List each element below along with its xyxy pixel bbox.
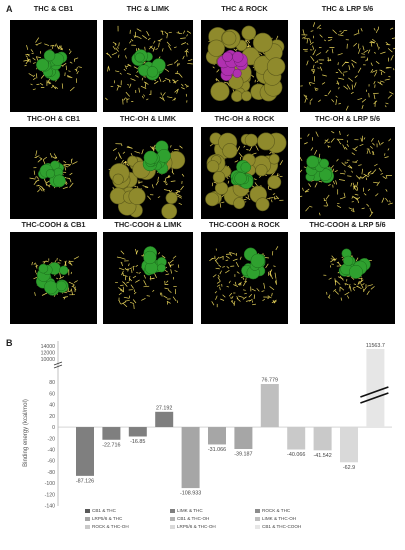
thumbnail-title: THC-OH & CB1: [27, 114, 80, 123]
y-tick-label: -120: [45, 492, 55, 498]
y-tick-label: -80: [48, 470, 56, 476]
docking-image: [103, 20, 193, 112]
data-label: -108.933: [180, 491, 201, 497]
thumbnail-title: THC-COOH & CB1: [21, 220, 86, 229]
legend-swatch: [85, 516, 90, 521]
legend-item: CB1 & THC-COOH: [255, 524, 301, 529]
legend-item: LRP5/6 & THC: [85, 516, 122, 521]
data-label: -22.716: [102, 442, 120, 448]
docking-image: [10, 127, 97, 219]
y-tick-label: -40: [48, 447, 56, 453]
docking-image: [103, 127, 193, 219]
legend-swatch: [170, 516, 175, 521]
thumbnail-title: THC-COOH & LRP 5/6: [309, 220, 386, 229]
y-tick-label: 20: [49, 414, 55, 420]
y-tick-label: 12000: [41, 351, 56, 357]
legend-label: CB1 & THC: [92, 508, 116, 513]
legend-label: CB1 & THC-OH: [177, 516, 210, 521]
bar: [76, 427, 94, 476]
data-label: -41.542: [313, 453, 331, 459]
thumbnail-title: THC & LIMK: [126, 4, 170, 13]
bar: [260, 384, 279, 428]
docking-image: [300, 127, 395, 219]
legend-label: CB1 & THC-COOH: [262, 524, 302, 529]
data-label: -62.9: [343, 465, 355, 471]
y-tick-label: 60: [49, 391, 55, 397]
legend-item: LIMK & THC-OH: [255, 516, 296, 521]
legend-label: LIMK & THC-OH: [262, 516, 297, 521]
thumbnail-title: THC & LRP 5/6: [321, 4, 374, 13]
bar: [208, 427, 226, 445]
bar-break-mark: [360, 392, 389, 404]
bar: [155, 411, 174, 428]
bar: [234, 427, 253, 450]
y-tick-label: 14000: [41, 344, 56, 350]
data-label: -87.126: [76, 478, 94, 484]
bar: [102, 427, 121, 440]
legend-item: CB1 & THC: [85, 508, 116, 513]
y-tick-label: -100: [45, 481, 55, 487]
legend-item: LRP5/6 & THC-OH: [170, 524, 216, 529]
legend-item: ROCK & THC: [255, 508, 290, 513]
legend-swatch: [85, 524, 90, 529]
thumbnail-title: THC-OH & ROCK: [214, 114, 275, 123]
data-label: 27.192: [156, 405, 173, 411]
docking-image: [10, 232, 97, 324]
data-label: 11563.7: [366, 343, 385, 349]
data-label: -39.187: [234, 452, 252, 458]
legend-item: ROCK & THC-OH: [85, 524, 129, 529]
y-tick-label: 40: [49, 403, 55, 409]
legend-item: CB1 & THC-OH: [170, 516, 209, 521]
docking-image: [300, 232, 395, 324]
legend-label: LRP5/6 & THC-OH: [177, 524, 216, 529]
thumbnail-title: THC & CB1: [33, 4, 74, 13]
legend-swatch: [85, 508, 90, 513]
bar: [181, 427, 200, 489]
y-tick-label: -60: [48, 459, 56, 465]
y-tick-label: 80: [49, 380, 55, 386]
thumbnail-title: THC-COOH & ROCK: [208, 220, 281, 229]
binding-energy-chart: Binding energy (kcal/mol) 140001200010000…: [23, 341, 392, 510]
data-label: 76.779: [262, 378, 279, 384]
bar: [366, 349, 385, 428]
panel-b-label: B: [6, 338, 13, 348]
bar: [340, 427, 358, 463]
bar: [128, 427, 147, 437]
thumbnail-title: THC-COOH & LIMK: [114, 220, 182, 229]
legend-label: ROCK & THC: [262, 508, 291, 513]
axis-break-mark: [53, 361, 63, 366]
docking-image: [300, 20, 395, 112]
docking-image: [201, 20, 288, 112]
data-label: -40.066: [287, 452, 305, 458]
legend-label: ROCK & THC-OH: [92, 524, 129, 529]
legend-item: LIMK & THC: [170, 508, 203, 513]
legend-swatch: [170, 524, 175, 529]
legend-label: LIMK & THC: [177, 508, 203, 513]
data-label: -31.066: [208, 447, 226, 453]
y-tick-label: -140: [45, 504, 55, 510]
y-tick-label: -20: [48, 436, 56, 442]
y-tick-label: 10000: [41, 357, 56, 363]
docking-image: [103, 232, 193, 324]
y-tick-label: 0: [52, 425, 55, 431]
bar-break-mark: [360, 386, 389, 398]
docking-image: [201, 127, 288, 219]
docking-image: [201, 232, 288, 324]
y-axis-label: Binding energy (kcal/mol): [23, 399, 29, 467]
panel-a-label: A: [6, 4, 13, 14]
docking-image: [10, 20, 97, 112]
thumbnail-title: THC-OH & LRP 5/6: [314, 114, 381, 123]
thumbnail-title: THC-OH & LIMK: [119, 114, 177, 123]
bar: [287, 427, 306, 450]
legend-swatch: [255, 508, 260, 513]
bar: [313, 427, 332, 451]
axis-break-mark: [53, 364, 63, 369]
thumbnail-title: THC & ROCK: [221, 4, 268, 13]
legend-swatch: [255, 516, 260, 521]
data-label: -16.85: [130, 439, 145, 445]
legend-swatch: [170, 508, 175, 513]
legend-swatch: [255, 524, 260, 529]
legend-label: LRP5/6 & THC: [92, 516, 123, 521]
